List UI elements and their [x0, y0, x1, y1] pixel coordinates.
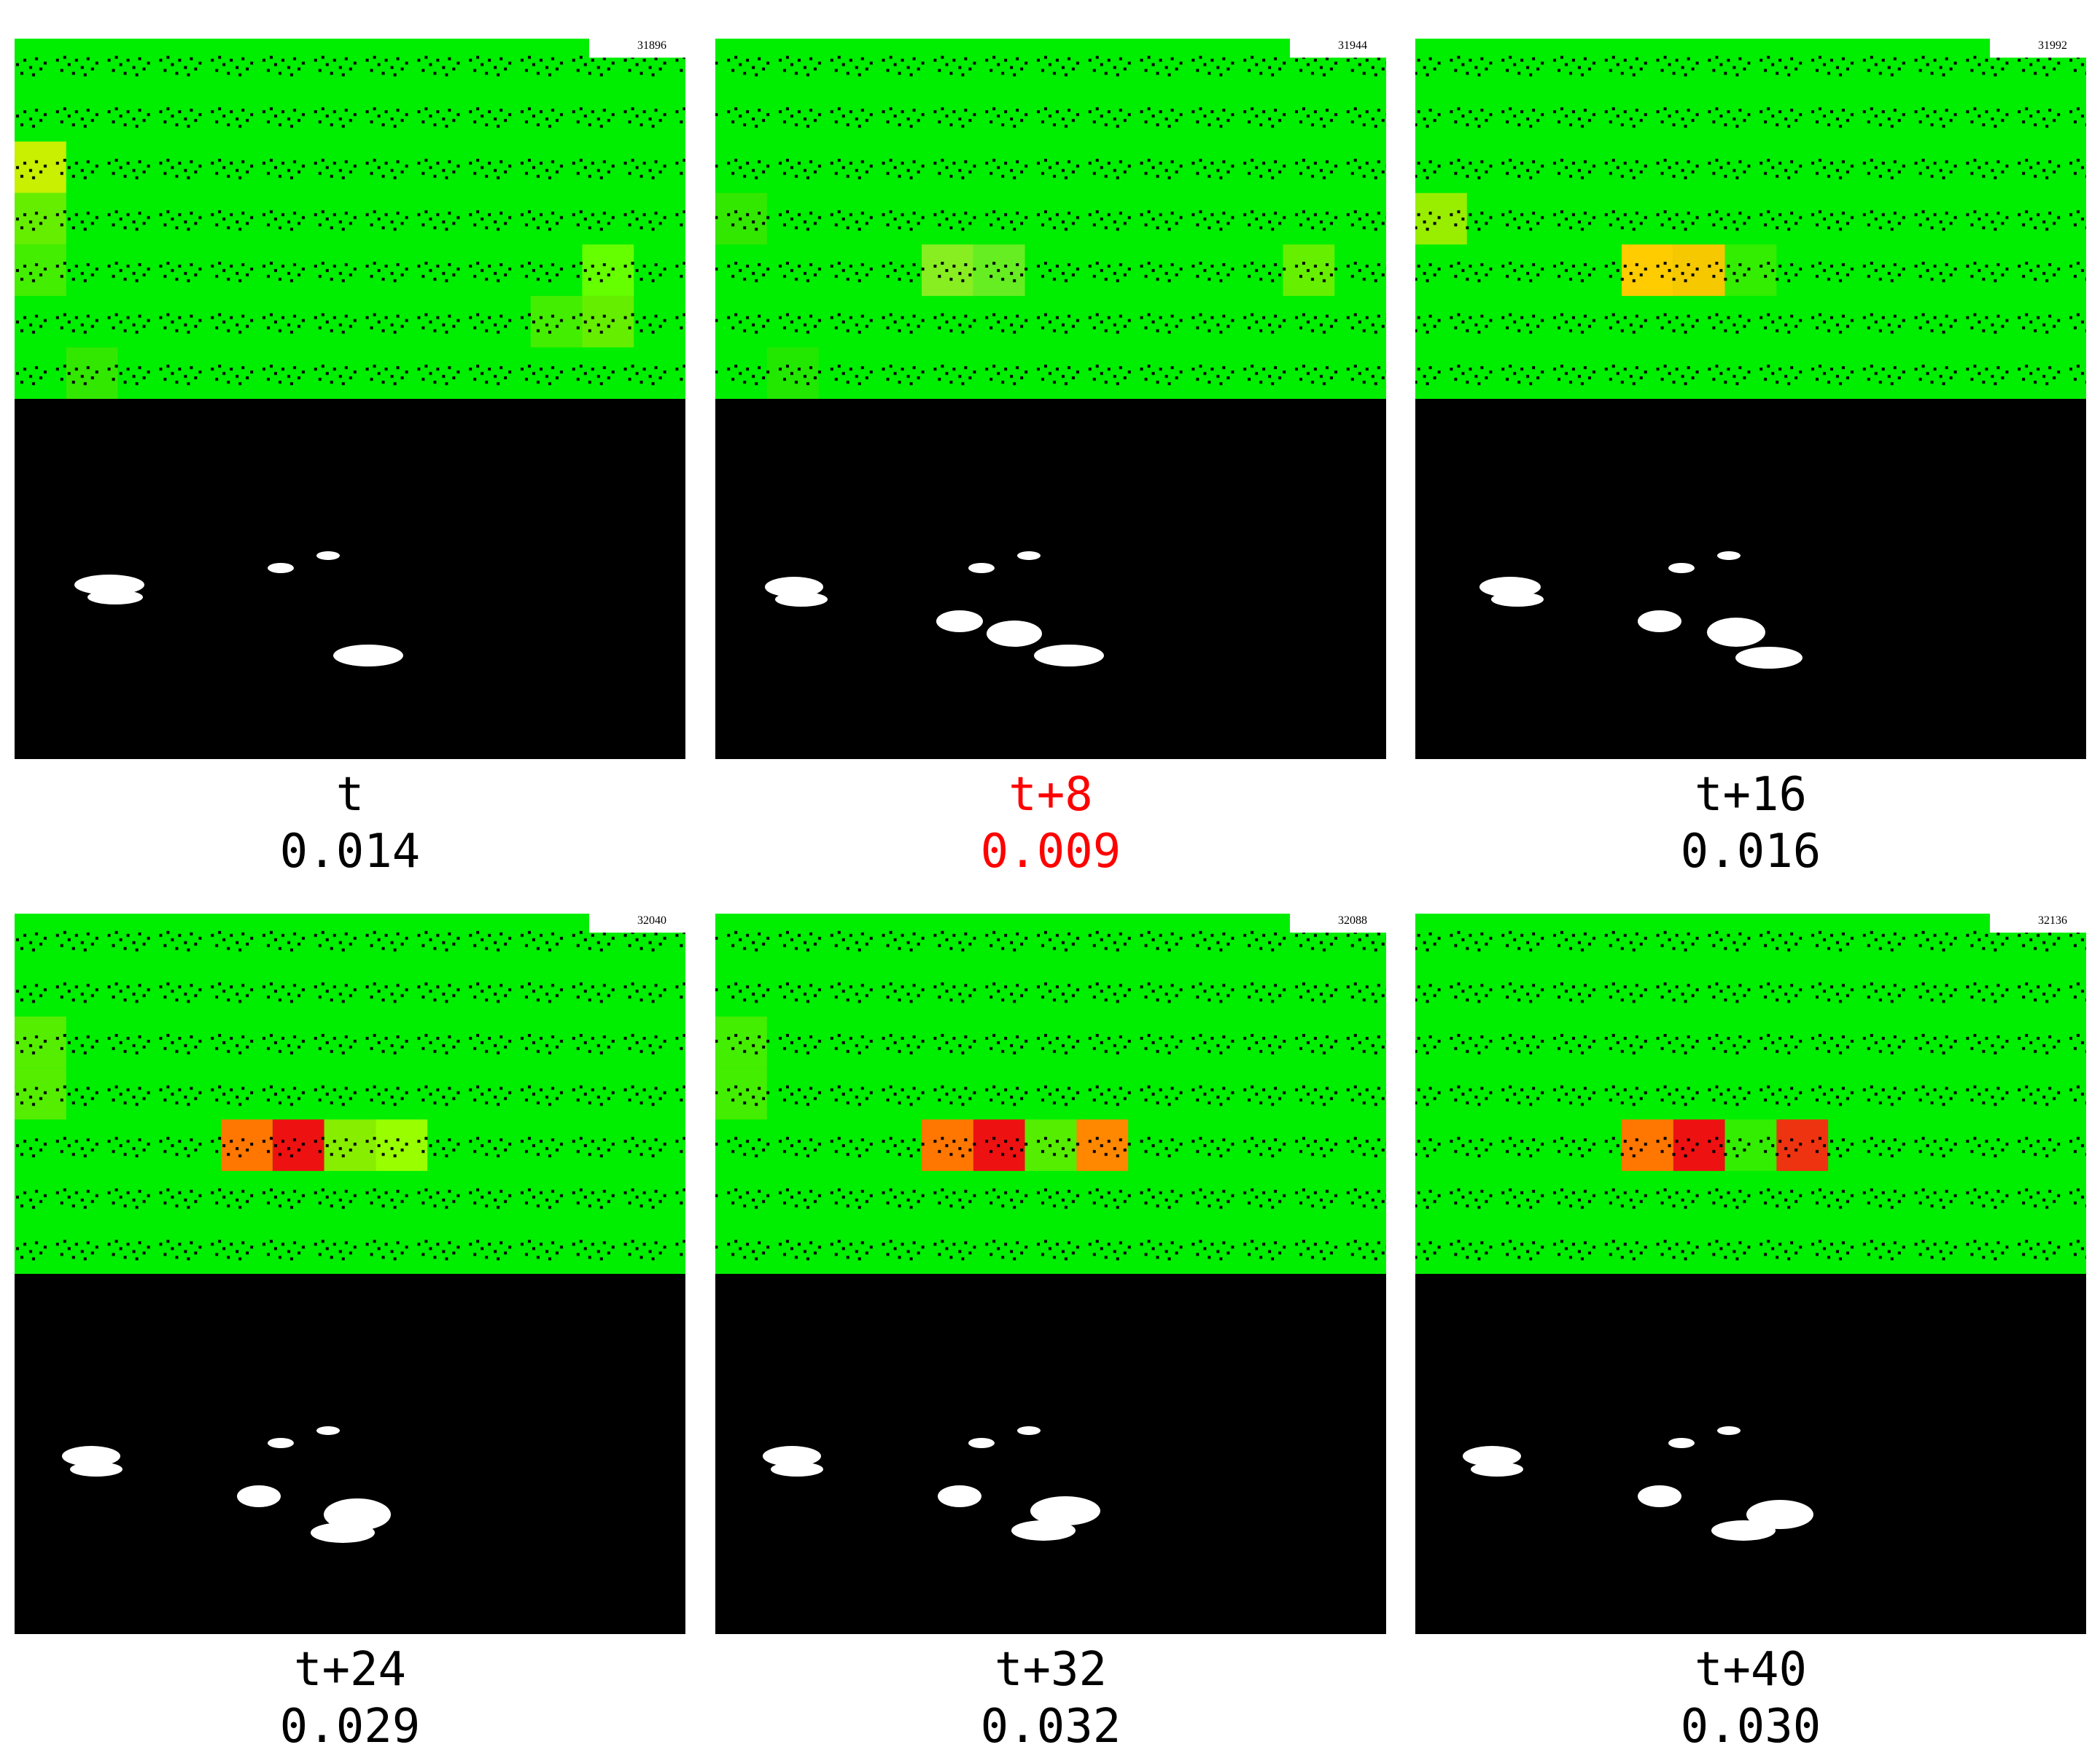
time-label: t+8: [1008, 768, 1093, 822]
pixel-texture: [1415, 39, 2086, 399]
mask-blob: [237, 1485, 281, 1507]
mask-blob: [763, 1446, 821, 1466]
mask-blob: [1011, 1520, 1076, 1541]
pixel-texture: [715, 914, 1386, 1274]
frame-number: 31896: [637, 39, 666, 52]
time-label: t+24: [294, 1643, 406, 1697]
mask-blob: [1034, 645, 1104, 666]
mask-blob: [1471, 1462, 1523, 1477]
mask-blob: [1717, 1426, 1741, 1435]
mask-blob: [936, 610, 983, 632]
mask-blob: [311, 1522, 375, 1543]
mask-blob: [775, 592, 828, 607]
mask-blob: [1491, 592, 1544, 607]
mask-blob: [268, 1438, 294, 1448]
panel: 32136 t+400.030: [1415, 914, 2086, 1750]
mask-blob: [1638, 610, 1681, 632]
time-label: t+32: [995, 1643, 1107, 1697]
panel: 32040 t+240.029: [15, 914, 685, 1750]
mask-blob: [316, 1426, 340, 1435]
mask-blob: [1717, 551, 1741, 560]
pixel-texture: [715, 39, 1386, 399]
mask-blob: [968, 563, 995, 573]
score: 0.029: [280, 1700, 421, 1750]
mask-blob: [938, 1485, 981, 1507]
mask-blob: [316, 551, 340, 560]
mask-blob: [74, 575, 144, 595]
mask-blob: [771, 1462, 823, 1477]
frame-number: 32136: [2038, 914, 2067, 927]
mask-blob: [268, 563, 294, 573]
mask-blob: [324, 1498, 391, 1531]
mask-blob: [1017, 1426, 1041, 1435]
pixel-texture: [1415, 914, 2086, 1274]
mask-blob: [1668, 563, 1695, 573]
score: 0.030: [1681, 1700, 1821, 1750]
mask-blob: [1638, 1485, 1681, 1507]
panel: 31992 t+160.016: [1415, 39, 2086, 879]
frame-number: 31992: [2038, 39, 2067, 52]
mask-blob: [88, 590, 143, 604]
mask-background: [715, 1274, 1386, 1634]
mask-blob: [765, 577, 823, 597]
mask-blob: [1711, 1520, 1776, 1541]
mask-background: [715, 399, 1386, 759]
mask-background: [15, 1274, 685, 1634]
panel: 32088 t+320.032: [715, 914, 1386, 1750]
pixel-texture: [15, 39, 685, 399]
score: 0.032: [981, 1700, 1121, 1750]
score: 0.009: [981, 825, 1121, 879]
pixel-texture: [15, 914, 685, 1274]
mask-blob: [70, 1462, 122, 1477]
frame-number: 32088: [1338, 914, 1367, 927]
mask-blob: [987, 621, 1042, 647]
frame-label-box: [1290, 914, 1386, 933]
panel: 31896 t0.014: [15, 39, 685, 879]
mask-blob: [1746, 1500, 1813, 1529]
mask-blob: [1735, 647, 1802, 669]
time-label: t+40: [1695, 1643, 1807, 1697]
mask-blob: [1668, 1438, 1695, 1448]
mask-blob: [1707, 618, 1765, 647]
time-label: t+16: [1695, 768, 1807, 822]
frame-label-box: [1290, 39, 1386, 58]
frame-number: 31944: [1338, 39, 1367, 52]
frame-label-box: [1990, 39, 2086, 58]
mask-blob: [968, 1438, 995, 1448]
mask-blob: [1463, 1446, 1521, 1466]
mask-blob: [62, 1446, 120, 1466]
mask-blob: [1030, 1496, 1100, 1525]
score: 0.016: [1681, 825, 1821, 879]
mask-blob: [1479, 577, 1541, 597]
score: 0.014: [280, 825, 421, 879]
mask-background: [1415, 1274, 2086, 1634]
mask-blob: [1017, 551, 1041, 560]
mask-blob: [333, 645, 403, 666]
time-label: t: [336, 768, 365, 822]
frame-label-box: [589, 914, 685, 933]
frame-label-box: [1990, 914, 2086, 933]
frame-number: 32040: [637, 914, 666, 927]
panel: 31944 t+80.009: [715, 39, 1386, 879]
frame-label-box: [589, 39, 685, 58]
